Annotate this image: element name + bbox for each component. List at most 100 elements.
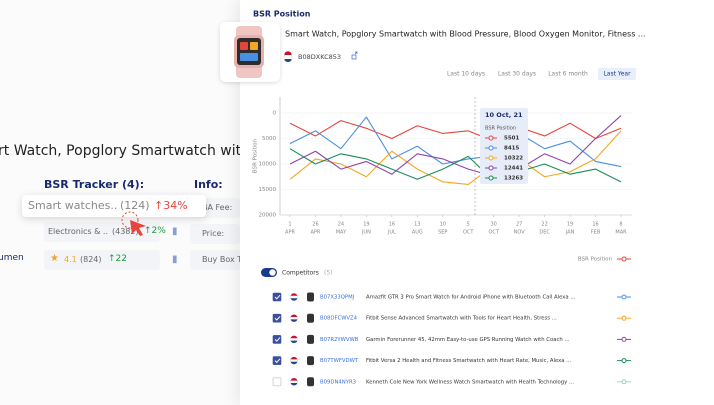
range-button[interactable]: Last 6 month [548,71,588,78]
x-tick-label: 10 [440,222,446,228]
range-button[interactable]: Last 30 days [498,71,536,78]
flag-icon [290,319,298,322]
x-tick-label: 22 [541,222,547,228]
x-tick-label: 13 [414,222,420,228]
tracker-count: (4382) [112,227,139,236]
flag-icon [290,383,298,386]
cursor-icon [121,211,146,236]
x-tick-label: 27 [516,222,522,228]
x-tick-label: 5 [467,222,470,228]
tooltip-value: 12441 [504,166,523,172]
series-line [289,115,622,177]
series-line [289,148,622,183]
x-tick-label: JUL [387,230,396,236]
competitor-marker [621,358,627,364]
y-tick-label: 0 [273,111,277,117]
flag-icon [290,314,298,317]
x-tick-label: 19 [363,222,369,228]
x-tick-label: 16 [592,222,598,228]
bg-title: rt Watch, Popglory Smartwatch with Blo [0,143,277,159]
competitor-asin[interactable]: B07X33QPMJ [320,295,355,301]
flag-icon [290,298,298,301]
x-tick-label: MAY [336,230,347,236]
tooltip-label: BSR Position [485,126,516,132]
star-icon: ★ [50,253,59,264]
bars-icon: ▮ [172,226,178,237]
competitor-marker [621,379,627,385]
tooltip-bg [480,108,528,184]
flag-icon [290,340,298,344]
x-tick-label: SEP [438,230,447,236]
product-thumb [307,292,314,302]
series-line [289,130,622,185]
flag-icon [290,293,298,296]
tooltip-marker [488,155,494,161]
x-tick-label: OCT [488,230,499,236]
y-tick-label: 5000 [262,136,276,142]
x-tick-label: JUN [361,230,371,236]
tracker-label: BSR Tracker (4): [44,178,145,191]
tooltip-value: 10322 [504,156,523,162]
checkbox[interactable] [272,377,282,387]
tooltip-marker [488,135,494,141]
checkbox[interactable] [272,335,282,344]
flag-icon [283,51,293,63]
x-tick-label: AUG [412,230,423,236]
competitor-asin[interactable]: B09DN4NYR3 [320,379,356,385]
tooltip-value: 13263 [504,176,523,182]
check-mark [274,316,281,321]
x-tick-label: DEC [539,230,550,236]
checkbox[interactable] [272,292,282,302]
bsr-panel [240,0,714,405]
y-tick-label: 15000 [259,187,277,193]
range-button[interactable]: Last Year [603,71,631,78]
tracker-row: ★ 4.1 (824) ↑22 [44,250,160,270]
y-tick-label: 20000 [259,213,277,219]
info-text: Buy Box T [202,255,243,264]
x-tick-label: JAN [565,230,575,236]
x-tick-label: OCT [463,230,474,236]
check-mark [274,337,281,342]
x-tick-label: 26 [312,222,318,228]
tooltip-value: 5501 [504,136,519,142]
tooltip-value: 8415 [504,146,519,152]
legend-label: BSR Position [578,257,613,263]
competitor-asin[interactable]: B07R2YWVWB [320,337,359,343]
tooltip-marker [488,145,494,151]
competitor-asin[interactable]: B08DFCWVZ4 [320,316,358,322]
competitor-marker [621,294,627,300]
info-field: Buy Box T [190,250,243,270]
competitor-marker [621,336,627,342]
toggle-knob [269,269,276,276]
info-field: Price: [190,224,240,244]
competitors-label: Competitors [282,270,319,277]
y-tick-label: 10000 [259,162,277,168]
tooltip-marker [488,175,494,181]
checkbox[interactable] [272,356,282,365]
range-button[interactable]: Last 10 days [447,71,485,78]
competitor-asin[interactable]: B07TWFVDWT [320,358,359,364]
checkbox[interactable] [272,313,282,323]
x-tick-label: 30 [491,222,497,228]
product-thumb [307,377,314,387]
tracker-count: (824) [80,255,102,264]
tooltip-title: 10 Oct, 21 [485,111,523,119]
legend-marker [621,256,627,262]
competitor-title: Amazfit GTR 3 Pro Smart Watch for Androi… [366,295,576,301]
x-tick-label: APR [285,230,295,236]
product-thumb [307,313,314,323]
tracker-name: Smart watches.. [28,199,118,212]
x-tick-label: 24 [338,222,344,228]
range-active-bg [598,68,636,80]
competitor-title: Kenneth Cole New York Wellness Watch Sma… [366,379,574,385]
check-mark [274,358,281,364]
flag-icon [290,356,298,360]
y-axis-label: BSR Position [253,138,259,173]
competitor-title: Fitbit Sense Advanced Smartwatch with To… [366,316,557,322]
tracker-name: Electronics & .. [48,227,109,236]
flag-icon [290,361,298,365]
tracker-pill[interactable]: Smart watches.. (124) ↑34% [22,195,206,217]
competitor-title: Garmin Forerunner 45, 42mm Easy-to-use G… [366,337,570,343]
link-icon[interactable] [351,51,358,60]
check-mark [274,294,281,300]
